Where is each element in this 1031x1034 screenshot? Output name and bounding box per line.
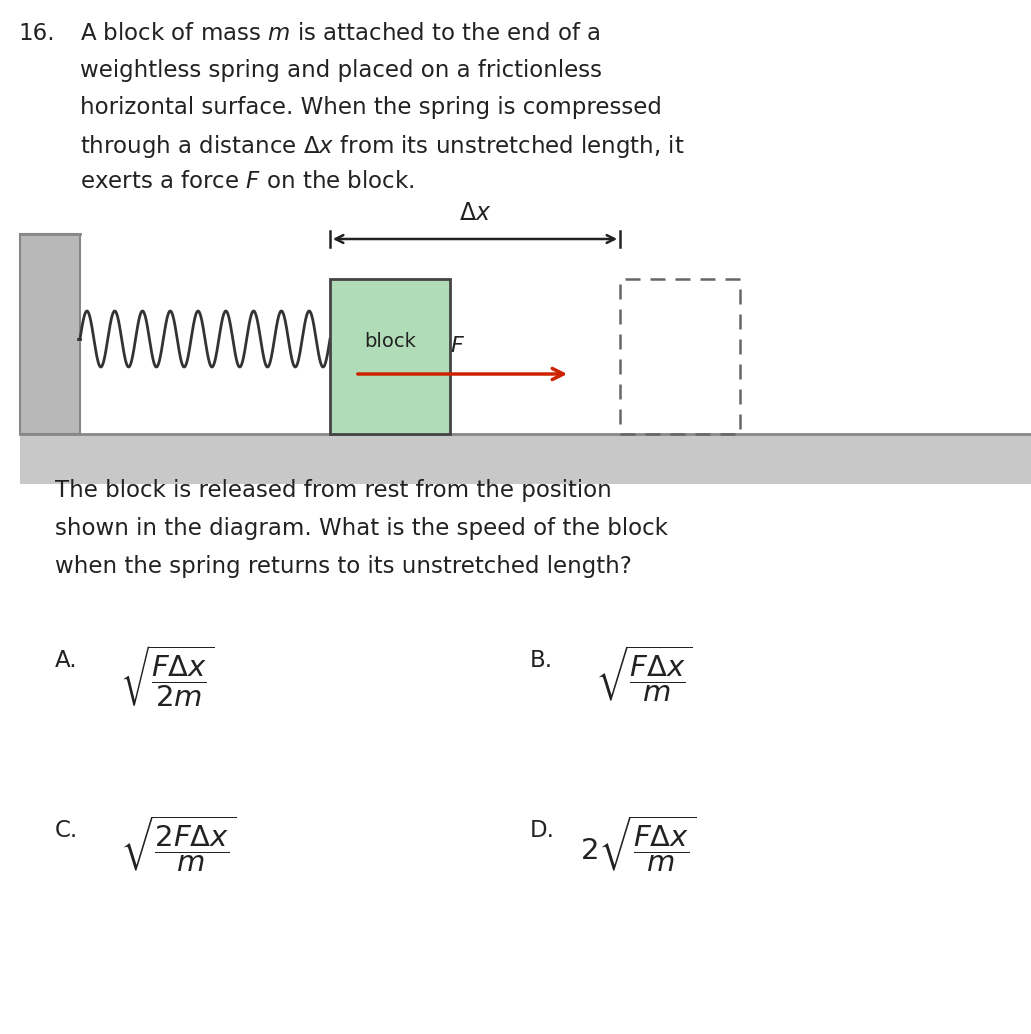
Text: weightless spring and placed on a frictionless: weightless spring and placed on a fricti…	[80, 59, 602, 82]
Text: $\Delta x$: $\Delta x$	[459, 201, 491, 225]
Text: A block of mass $m$ is attached to the end of a: A block of mass $m$ is attached to the e…	[80, 22, 600, 45]
Text: $F$: $F$	[450, 336, 465, 356]
Text: horizontal surface. When the spring is compressed: horizontal surface. When the spring is c…	[80, 96, 662, 119]
Bar	[330, 279, 450, 434]
Text: $\sqrt{\dfrac{F\Delta x}{m}}$: $\sqrt{\dfrac{F\Delta x}{m}}$	[595, 644, 693, 705]
Text: A.: A.	[55, 649, 77, 672]
Text: when the spring returns to its unstretched length?: when the spring returns to its unstretch…	[55, 555, 632, 578]
Text: The block is released from rest from the position: The block is released from rest from the…	[55, 479, 611, 501]
Text: shown in the diagram. What is the speed of the block: shown in the diagram. What is the speed …	[55, 517, 668, 540]
Bar	[20, 234, 80, 434]
Text: $2\sqrt{\dfrac{F\Delta x}{m}}$: $2\sqrt{\dfrac{F\Delta x}{m}}$	[580, 814, 696, 875]
Text: 16.: 16.	[18, 22, 55, 45]
Text: block: block	[364, 332, 415, 351]
Text: through a distance $\Delta x$ from its unstretched length, it: through a distance $\Delta x$ from its u…	[80, 133, 685, 160]
Text: $\sqrt{\dfrac{2F\Delta x}{m}}$: $\sqrt{\dfrac{2F\Delta x}{m}}$	[120, 814, 236, 875]
Bar	[20, 434, 1031, 484]
Text: B.: B.	[530, 649, 553, 672]
Text: $\sqrt{\dfrac{F\Delta x}{2m}}$: $\sqrt{\dfrac{F\Delta x}{2m}}$	[120, 644, 214, 710]
Bar	[620, 279, 740, 434]
Text: C.: C.	[55, 819, 78, 842]
Text: exerts a force $F$ on the block.: exerts a force $F$ on the block.	[80, 170, 414, 193]
Text: D.: D.	[530, 819, 555, 842]
